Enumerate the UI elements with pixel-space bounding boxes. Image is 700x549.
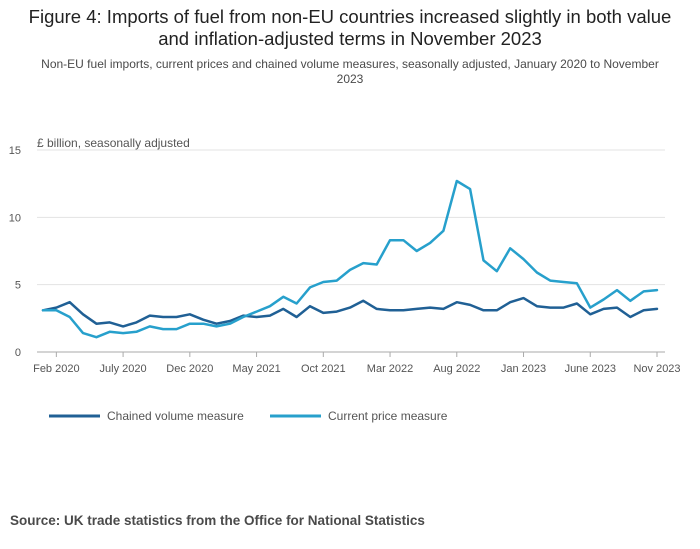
gridlines xyxy=(37,149,665,353)
x-tick-label: Feb 2020 xyxy=(33,363,79,375)
series-line-current-price xyxy=(41,179,659,339)
x-axis: Feb 2020 July 2020 Dec 2020 May 2021 Oct 202… xyxy=(33,352,681,375)
x-tick-label: Oct 2021 xyxy=(301,363,346,375)
chart-title: Figure 4: Imports of fuel from non-EU co… xyxy=(28,6,672,49)
series-lines xyxy=(41,179,659,339)
y-tick-label: 15 xyxy=(9,145,21,157)
y-tick-label: 10 xyxy=(9,212,21,224)
x-tick-label: Nov 2023 xyxy=(633,363,680,375)
line-chart: £ billion, seasonally adjusted 0 5 10 15 Fe… xyxy=(9,136,681,423)
x-tick-label: June 2023 xyxy=(565,363,616,375)
legend-label: Current price measure xyxy=(328,409,448,423)
source-note: Source: UK trade statistics from the Off… xyxy=(10,513,425,528)
series-line-chained-volume xyxy=(41,296,659,328)
x-tick-label: May 2021 xyxy=(232,363,280,375)
legend: Chained volume measure Current price meas… xyxy=(49,409,448,423)
y-tick-label: 0 xyxy=(15,347,21,359)
x-tick-label: Jan 2023 xyxy=(501,363,546,375)
x-tick-label: Dec 2020 xyxy=(166,363,213,375)
x-tick-label: Mar 2022 xyxy=(367,363,413,375)
chart-subtitle: Non-EU fuel imports, current prices and … xyxy=(41,57,659,86)
y-axis-label: £ billion, seasonally adjusted xyxy=(37,136,190,150)
x-tick-label: Aug 2022 xyxy=(433,363,480,375)
x-tick-label: July 2020 xyxy=(100,363,147,375)
y-axis-ticks: 0 5 10 15 xyxy=(9,145,21,359)
y-tick-label: 5 xyxy=(15,280,21,292)
legend-label: Chained volume measure xyxy=(107,409,244,423)
